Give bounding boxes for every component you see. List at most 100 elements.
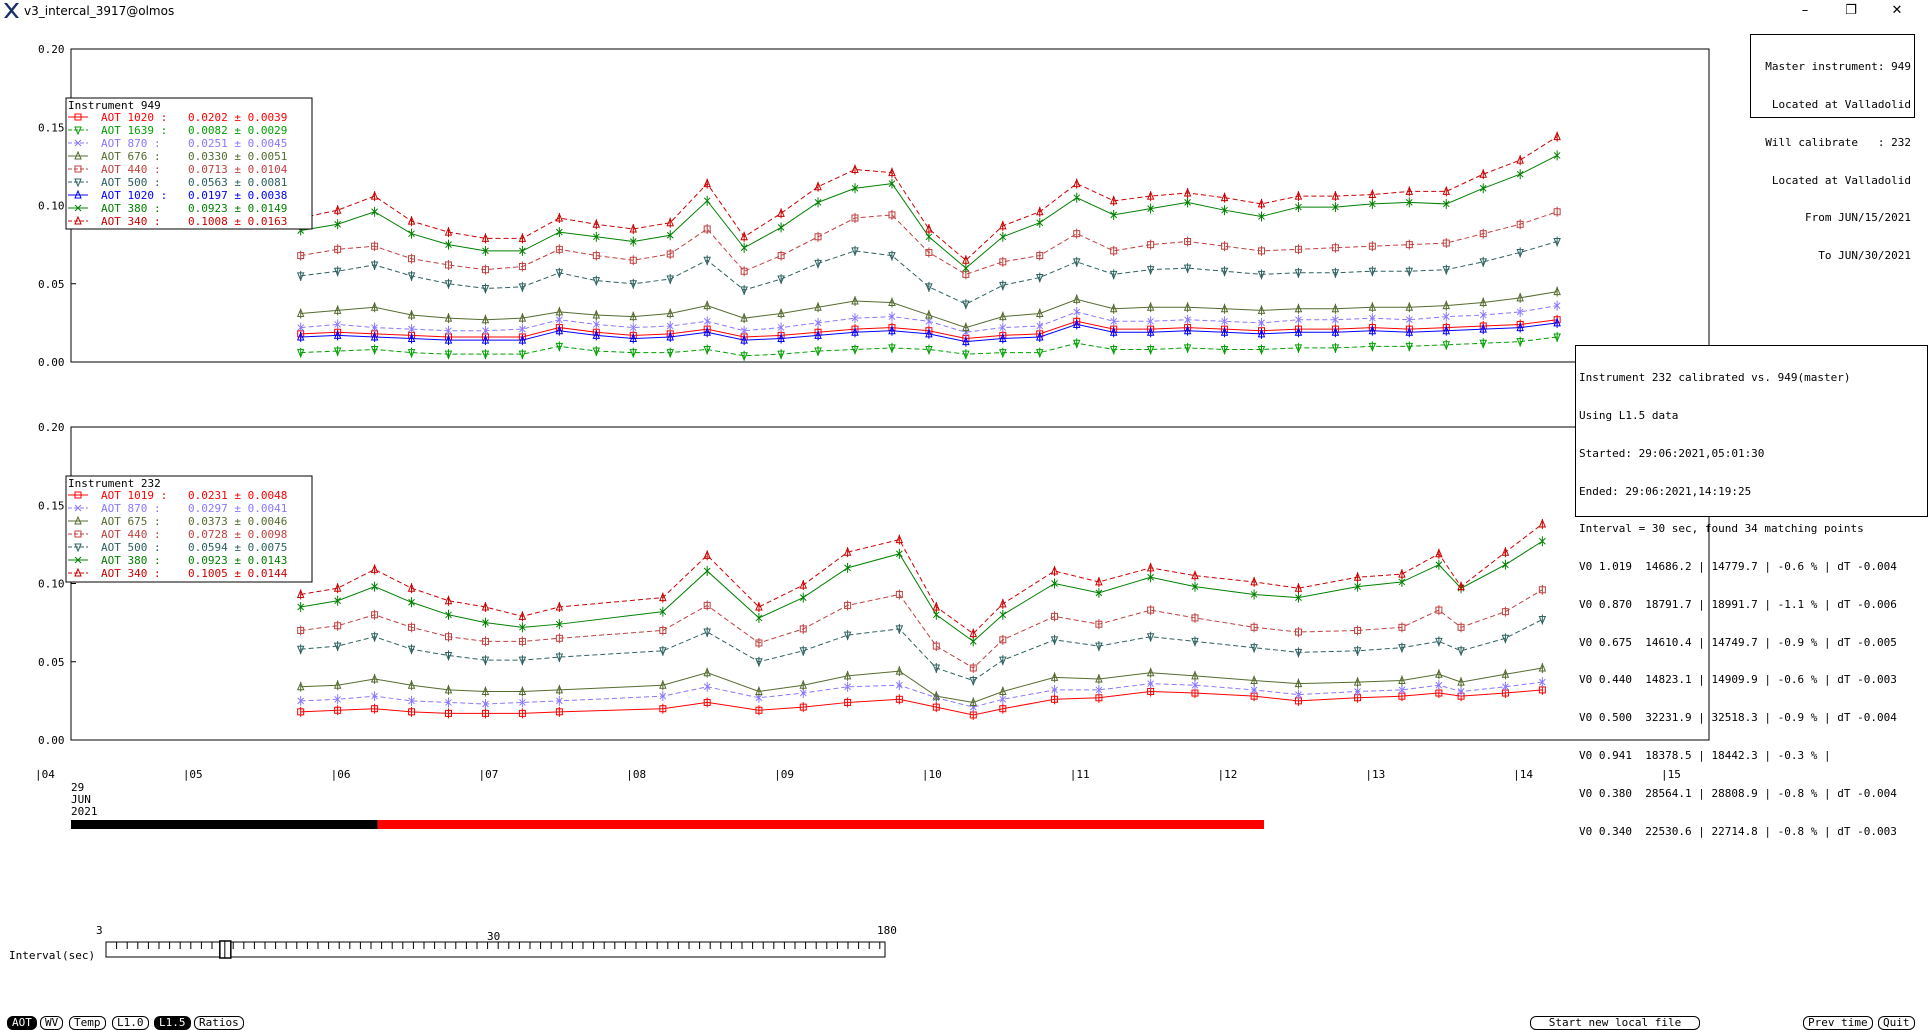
data-point bbox=[895, 590, 903, 598]
data-point bbox=[1516, 308, 1524, 316]
data-point bbox=[445, 611, 452, 619]
data-point bbox=[1405, 301, 1414, 311]
data-point bbox=[755, 694, 763, 702]
data-point bbox=[333, 305, 342, 314]
data-point bbox=[1050, 636, 1059, 646]
y-tick-label: 0.10 bbox=[38, 200, 65, 213]
data-point bbox=[74, 113, 82, 121]
data-point bbox=[297, 252, 305, 260]
data-point bbox=[1220, 326, 1229, 336]
data-point bbox=[1295, 691, 1302, 698]
data-point bbox=[1036, 252, 1044, 260]
wv-button[interactable]: WV bbox=[40, 1016, 64, 1030]
data-point bbox=[999, 258, 1007, 266]
data-point bbox=[592, 252, 600, 260]
data-point bbox=[777, 208, 785, 217]
data-point bbox=[999, 349, 1007, 358]
data-point bbox=[371, 692, 378, 700]
data-point bbox=[1072, 319, 1081, 328]
l10-button[interactable]: L1.0 bbox=[112, 1016, 149, 1030]
legend-label: AOT 870 : bbox=[101, 137, 161, 150]
data-point bbox=[703, 550, 711, 559]
data-point bbox=[408, 255, 416, 263]
data-point bbox=[1553, 286, 1561, 296]
data-point bbox=[703, 628, 711, 638]
data-point bbox=[799, 703, 807, 711]
quit-button[interactable]: Quit bbox=[1878, 1016, 1915, 1030]
data-point bbox=[555, 653, 564, 663]
y-tick-label: 0.10 bbox=[38, 578, 65, 591]
close-button[interactable]: ✕ bbox=[1891, 3, 1903, 18]
data-point bbox=[925, 233, 933, 241]
data-point bbox=[1184, 199, 1191, 206]
start-new-local-file-button[interactable]: Start new local file bbox=[1530, 1016, 1700, 1030]
data-point bbox=[74, 178, 82, 188]
data-point bbox=[740, 327, 748, 335]
ratios-button[interactable]: Ratios bbox=[194, 1016, 244, 1030]
data-point bbox=[659, 692, 667, 700]
data-point bbox=[1516, 154, 1524, 164]
data-point bbox=[1147, 205, 1154, 212]
data-point bbox=[1442, 186, 1451, 195]
l15-button[interactable]: L1.5 bbox=[154, 1016, 191, 1030]
data-point bbox=[666, 231, 674, 239]
x-tick-label: |08 bbox=[626, 768, 646, 781]
master-info-line: From JUN/15/2021 bbox=[1805, 211, 1911, 225]
temp-button[interactable]: Temp bbox=[69, 1016, 106, 1030]
data-point bbox=[629, 349, 638, 358]
data-point bbox=[1368, 267, 1377, 277]
data-point bbox=[1258, 213, 1265, 220]
data-point bbox=[481, 334, 490, 344]
data-point bbox=[1095, 576, 1103, 586]
minimize-button[interactable]: – bbox=[1801, 3, 1809, 18]
interval-label: Interval(sec) bbox=[9, 949, 95, 962]
data-point bbox=[333, 642, 342, 652]
data-point bbox=[1257, 345, 1266, 355]
data-point bbox=[1479, 323, 1487, 333]
data-point bbox=[843, 546, 852, 556]
legend-label: AOT 1020 : bbox=[101, 189, 167, 202]
data-point bbox=[969, 638, 977, 645]
data-point bbox=[1050, 565, 1059, 575]
data-point bbox=[1109, 326, 1118, 336]
data-point bbox=[1250, 591, 1258, 598]
prev-time-button[interactable]: Prev time bbox=[1803, 1016, 1873, 1030]
data-point bbox=[1479, 168, 1487, 178]
data-point bbox=[1146, 326, 1155, 336]
data-point bbox=[74, 150, 82, 160]
data-point bbox=[843, 670, 852, 680]
data-point bbox=[777, 252, 785, 260]
legend-value: 0.0297 ± 0.0041 bbox=[188, 502, 287, 515]
data-point bbox=[999, 686, 1007, 695]
legend-value: 0.0231 ± 0.0048 bbox=[188, 489, 287, 502]
legend-value: 0.0202 ± 0.0039 bbox=[188, 111, 287, 124]
data-point bbox=[1516, 322, 1524, 332]
interval-slider[interactable] bbox=[105, 941, 886, 958]
data-point bbox=[932, 664, 941, 674]
data-point bbox=[851, 345, 859, 355]
restore-button[interactable]: ❐ bbox=[1845, 3, 1857, 18]
data-point bbox=[1368, 189, 1377, 199]
data-point bbox=[1538, 537, 1546, 545]
data-point bbox=[925, 345, 933, 355]
data-point bbox=[1250, 644, 1258, 653]
calibration-info-line: V0 0.340 22530.6 | 22714.8 | -0.8 % | dT… bbox=[1579, 824, 1897, 838]
data-point bbox=[1353, 571, 1362, 581]
data-point bbox=[666, 250, 674, 258]
data-point bbox=[703, 326, 711, 336]
data-point bbox=[556, 620, 563, 628]
data-point bbox=[370, 301, 379, 311]
data-point bbox=[518, 611, 527, 620]
date-label-month: JUN bbox=[71, 793, 91, 806]
data-point bbox=[1036, 331, 1044, 341]
data-point bbox=[814, 301, 822, 311]
legend-label: AOT 340 : bbox=[101, 215, 161, 228]
data-point bbox=[334, 597, 341, 605]
data-point bbox=[925, 223, 933, 233]
data-point bbox=[1146, 562, 1155, 572]
slider-min-label: 3 bbox=[96, 924, 103, 937]
data-point bbox=[1479, 258, 1487, 268]
data-point bbox=[1110, 317, 1118, 325]
data-point bbox=[659, 626, 667, 634]
aot-button[interactable]: AOT bbox=[7, 1016, 37, 1030]
